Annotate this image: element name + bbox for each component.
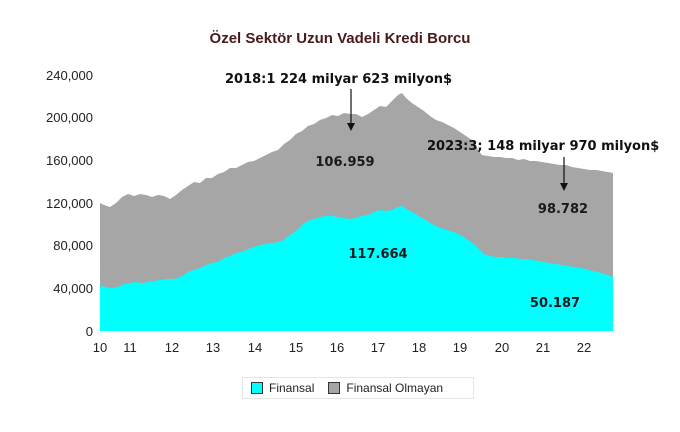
x-tick: 19 — [453, 340, 467, 355]
chart-title: Özel Sektör Uzun Vadeli Kredi Borcu — [209, 30, 471, 47]
legend-swatch-gray-icon — [328, 382, 341, 394]
x-axis: 10 11 12 13 14 15 16 17 18 19 20 21 22 — [93, 340, 591, 355]
x-tick: 10 — [93, 340, 107, 355]
x-tick: 20 — [495, 340, 509, 355]
x-tick: 13 — [206, 340, 220, 355]
y-tick: 0 — [86, 324, 93, 339]
area-finansal — [100, 206, 613, 331]
y-tick: 80,000 — [53, 238, 93, 253]
x-tick: 12 — [165, 340, 179, 355]
chart-legend: Finansal Finansal Olmayan — [242, 377, 474, 399]
x-tick: 18 — [412, 340, 426, 355]
peak-nonfin-value: 106.959 — [315, 155, 374, 170]
latest-nonfin-value: 98.782 — [538, 202, 588, 217]
peak-arrow-icon — [347, 123, 355, 131]
peak-annotation: 2018:1 224 milyar 623 milyon$ — [225, 72, 452, 87]
y-tick: 40,000 — [53, 281, 93, 296]
x-tick: 14 — [248, 340, 262, 355]
x-tick: 22 — [577, 340, 591, 355]
x-tick: 17 — [371, 340, 385, 355]
y-tick: 160,000 — [46, 153, 93, 168]
legend-label: Finansal — [269, 381, 315, 395]
y-axis: 0 40,000 80,000 120,000 160,000 200,000 … — [46, 68, 93, 339]
x-tick: 16 — [330, 340, 344, 355]
legend-item-finansal: Finansal — [251, 381, 314, 395]
y-tick: 240,000 — [46, 68, 93, 83]
x-tick: 21 — [536, 340, 550, 355]
legend-label: Finansal Olmayan — [346, 381, 444, 395]
latest-fin-value: 50.187 — [530, 296, 580, 311]
peak-fin-value: 117.664 — [348, 247, 407, 262]
legend-swatch-cyan-icon — [251, 382, 263, 394]
legend-item-finansal-olmayan: Finansal Olmayan — [328, 381, 443, 395]
y-tick: 120,000 — [46, 196, 93, 211]
y-tick: 200,000 — [46, 110, 93, 125]
latest-arrow-icon — [560, 183, 568, 191]
latest-annotation: 2023:3; 148 milyar 970 milyon$ — [427, 139, 659, 154]
x-tick: 11 — [123, 340, 137, 355]
x-tick: 15 — [289, 340, 303, 355]
